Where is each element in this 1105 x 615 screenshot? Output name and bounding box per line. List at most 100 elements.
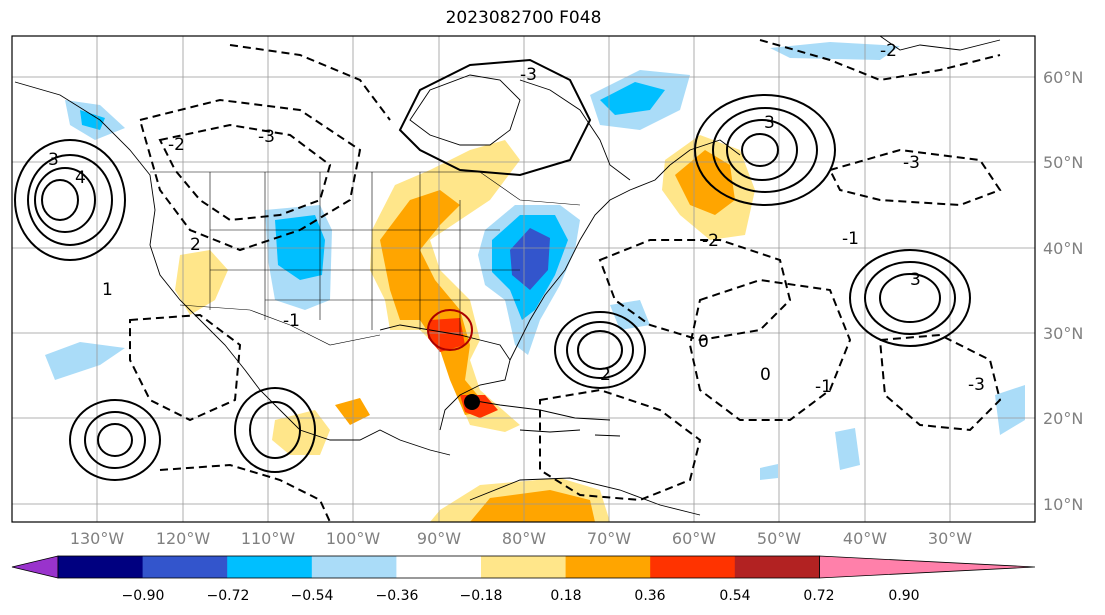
- contour-label: 3: [48, 150, 59, 170]
- contour-high-subtrop-3: [577, 330, 623, 370]
- colorbar-segment: [142, 556, 228, 578]
- cool-field-east-2: [995, 385, 1025, 435]
- cool-field-eastcoast-core: [510, 228, 550, 290]
- cool-field-labrador-core: [600, 82, 665, 115]
- coast-canada: [519, 79, 741, 181]
- contour-neg-south: [159, 463, 331, 523]
- contour-neg-greenland: [759, 39, 1001, 82]
- map-title: 2023082700 F048: [445, 8, 602, 28]
- colorbar-ticks: −0.90 −0.72 −0.54 −0.36 −0.18 0.18 0.36 …: [122, 588, 920, 604]
- contour-high-mexico-1: [234, 387, 316, 473]
- colorbar-extend-low: [11, 555, 59, 579]
- contour-neg-pacific: [129, 313, 242, 422]
- cool-field-east: [835, 428, 860, 470]
- storm-center-marker: [464, 394, 480, 410]
- contour-label: 3: [764, 113, 775, 133]
- contour-label: -3: [520, 65, 537, 85]
- border-states: [209, 172, 520, 335]
- contour-label: 2: [600, 365, 611, 385]
- warm-field-hurricane: [428, 318, 465, 352]
- colorbar-tick: 0.18: [550, 588, 581, 604]
- coast-atlantic-us: [509, 164, 671, 361]
- lon-label: 50°W: [757, 529, 801, 548]
- colorbar-tick: 0.36: [634, 588, 665, 604]
- contour-high-pacific-1: [14, 139, 126, 261]
- colorbar-tick: 0.72: [803, 588, 834, 604]
- coast-hudson: [409, 74, 521, 146]
- contour-neg-caribbean: [539, 388, 702, 502]
- contour-label: 4: [75, 168, 86, 188]
- coast-greenland: [879, 35, 1001, 51]
- contour-high-atlantic-1: [694, 94, 836, 206]
- contour-neg-east: [878, 333, 1002, 432]
- warm-field-southamerica-core: [470, 490, 595, 522]
- colorbar-segment: [58, 556, 144, 578]
- shaded-fields: [45, 42, 1025, 522]
- coast-gulf: [379, 324, 511, 431]
- colorbar-segment: [227, 556, 313, 578]
- contour-label: -3: [968, 375, 985, 395]
- lat-label: 60°N: [1043, 68, 1083, 87]
- colorbar: [11, 555, 1036, 579]
- contour-high-subtrop-2: [566, 321, 634, 379]
- contour-label: -1: [842, 229, 859, 249]
- lat-label: 10°N: [1043, 495, 1083, 514]
- contour-high-east-3: [879, 273, 941, 323]
- contour-high-pacific-2: [27, 154, 113, 246]
- colorbar-segment: [565, 556, 651, 578]
- warm-field-mexico: [272, 410, 330, 455]
- lat-label: 40°N: [1043, 239, 1083, 258]
- contour-label: 0: [760, 365, 771, 385]
- colorbar-tick: −0.18: [460, 588, 503, 604]
- borders: [150, 171, 581, 346]
- colorbar-segment: [311, 556, 397, 578]
- lon-label: 80°W: [502, 529, 546, 548]
- colorbar-tick: −0.90: [122, 588, 165, 604]
- contour-neg-atlantic-2: [688, 278, 852, 421]
- border-us-mexico: [179, 304, 381, 346]
- contour-label: -2: [702, 231, 719, 251]
- colorbar-tick: −0.36: [376, 588, 419, 604]
- cool-field-northatlantic: [770, 42, 900, 60]
- map-frame: [11, 35, 1036, 523]
- contour-high-pacific-4: [41, 179, 79, 221]
- coast-pacific: [14, 81, 451, 456]
- warm-field-central-core: [380, 190, 490, 415]
- cool-field-plains-core: [275, 215, 325, 280]
- colorbar-segment: [396, 556, 482, 578]
- contour-neg-alaska: [229, 44, 391, 121]
- contour-high-east-1: [849, 249, 971, 347]
- contour-label: 2: [190, 235, 201, 255]
- colorbar-segment: [650, 556, 736, 578]
- colorbar-outline: [57, 555, 820, 579]
- contour-label: -3: [258, 127, 275, 147]
- contour-labels: 3 4 -2 -3 2 -1 1 0 3 -2 -3 3 -1 -3 2 -3 …: [48, 41, 985, 397]
- contour-label: -2: [880, 41, 897, 61]
- contour-label: -1: [283, 311, 300, 331]
- contours-negative: [129, 39, 1002, 523]
- contour-label: 3: [910, 270, 921, 290]
- contour-high-east-2: [864, 261, 956, 335]
- contour-neg-north-atl: [828, 148, 1002, 207]
- contour-label: -1: [815, 377, 832, 397]
- cool-field-pacific: [45, 342, 125, 380]
- contour-high-tropic-1: [69, 399, 161, 481]
- contour-high-subtrop-1: [554, 311, 646, 389]
- lat-label: 50°N: [1043, 153, 1083, 172]
- contour-high-tropic-2: [84, 411, 146, 469]
- contour-high-atlantic-4: [741, 133, 779, 167]
- coastlines: [14, 35, 1001, 516]
- contour-high-tropic-3: [97, 423, 133, 457]
- colorbar-tick: −0.72: [207, 588, 250, 604]
- contour-high-atlantic-2: [712, 107, 818, 193]
- colorbar-tick: 0.90: [888, 588, 919, 604]
- lon-label: 30°W: [928, 529, 972, 548]
- lat-label: 30°N: [1043, 324, 1083, 343]
- warm-field-atlantic-core: [675, 150, 735, 215]
- lon-label: 110°W: [241, 529, 296, 548]
- lon-label: 90°W: [417, 529, 461, 548]
- lon-label: 120°W: [156, 529, 211, 548]
- longitude-labels: 130°W 120°W 110°W 100°W 90°W 80°W 70°W 6…: [70, 529, 972, 548]
- contour-neg-atlantic-1: [598, 239, 792, 342]
- coast-southamerica: [469, 477, 701, 516]
